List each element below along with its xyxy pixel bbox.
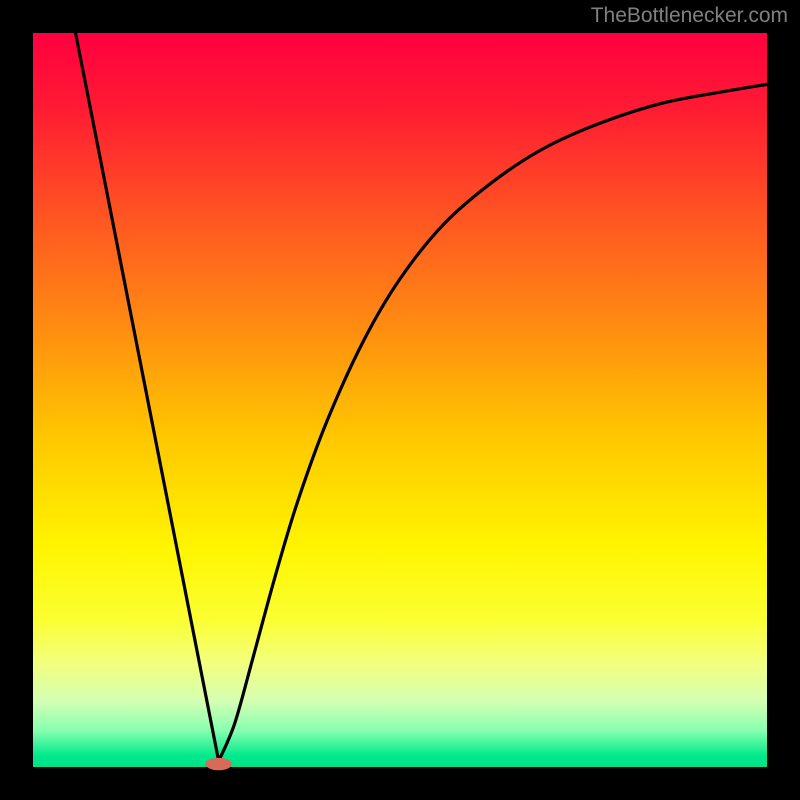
chart-svg [0, 0, 800, 800]
plot-area [33, 33, 767, 767]
optimum-marker [205, 758, 231, 770]
attribution-label: TheBottlenecker.com [591, 4, 788, 28]
bottleneck-chart: TheBottlenecker.com [0, 0, 800, 800]
